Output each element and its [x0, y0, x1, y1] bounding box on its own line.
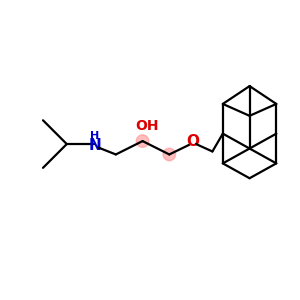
Circle shape [136, 135, 149, 147]
Text: H: H [90, 131, 100, 141]
Text: O: O [187, 134, 200, 148]
Circle shape [163, 148, 176, 161]
Text: OH: OH [135, 118, 159, 133]
Text: N: N [88, 138, 101, 153]
